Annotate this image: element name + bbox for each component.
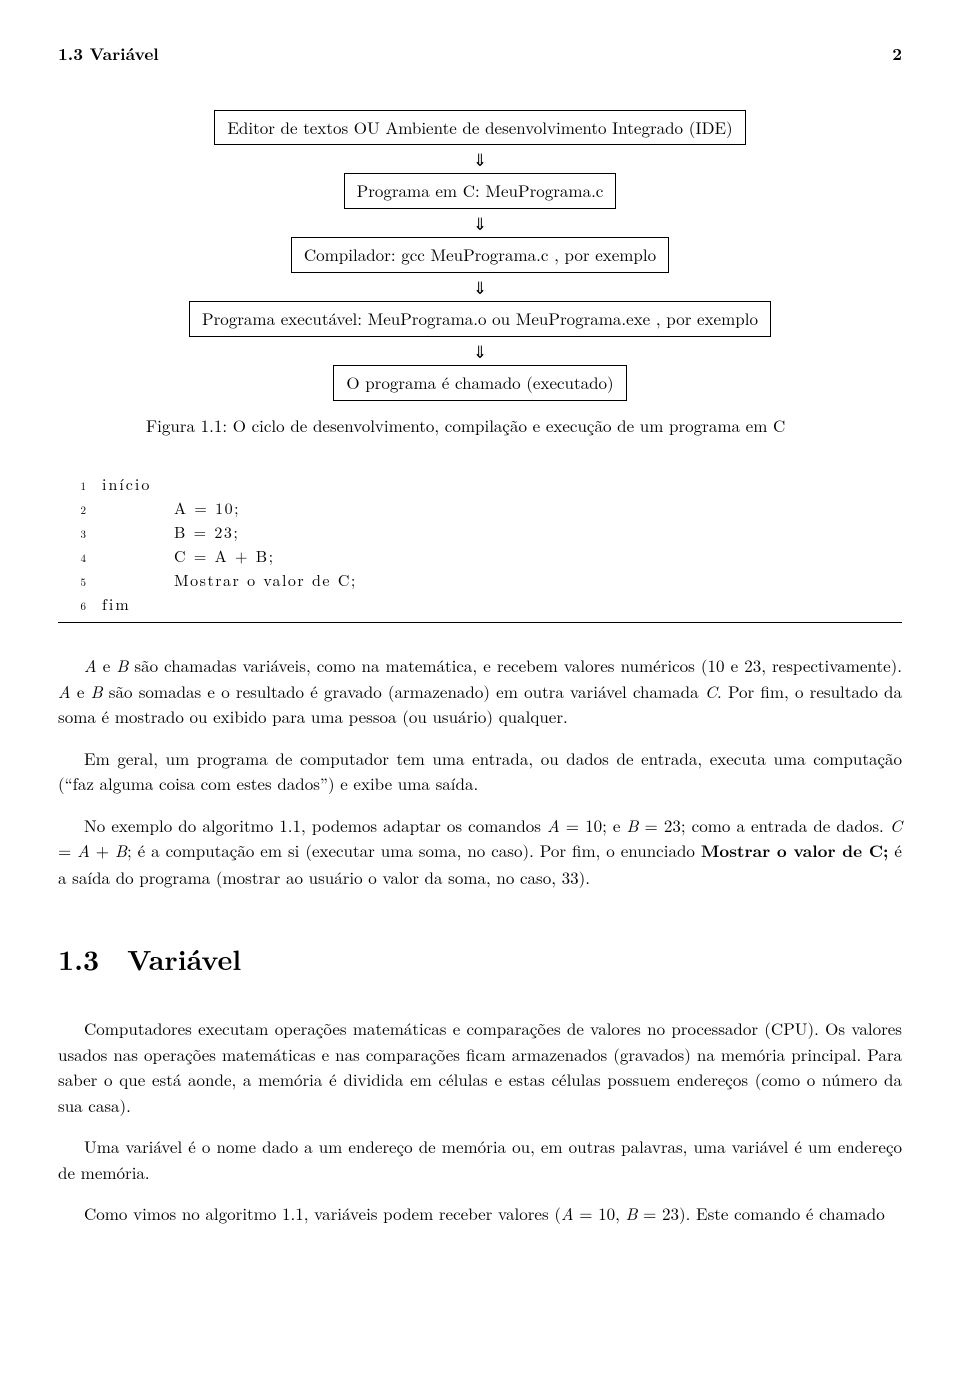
- figure-caption: Figura 1.1: O ciclo de desenvolvimento, …: [146, 413, 902, 439]
- code-line: 5 Mostrar o valor de C;: [58, 568, 902, 592]
- text: = 23). Este comando é chamado: [637, 1201, 884, 1225]
- line-number: 1: [58, 479, 102, 496]
- flow-box-run: O programa é chamado (executado): [333, 365, 626, 401]
- text: =: [58, 838, 77, 862]
- line-number: 2: [58, 503, 102, 520]
- header-page-number: 2: [892, 42, 902, 68]
- paragraph: Uma variável é o nome dado a um endereço…: [58, 1134, 902, 1185]
- paragraph: A e B são chamadas variáveis, como na ma…: [58, 653, 902, 730]
- code-text: Mostrar o valor de C;: [102, 568, 357, 592]
- text: A: [77, 838, 90, 862]
- text: e: [71, 679, 91, 703]
- flow-box-source: Programa em C: MeuPrograma.c: [344, 173, 617, 209]
- code-text: A = 10;: [102, 496, 240, 520]
- text: A: [561, 1201, 574, 1225]
- text: No exemplo do algoritmo 1.1, podemos ada…: [84, 813, 547, 837]
- text: ; é a computação em si (executar uma som…: [127, 838, 701, 862]
- text: Como vimos no algoritmo 1.1, variáveis p…: [84, 1201, 561, 1225]
- flowchart: Editor de textos OU Ambiente de desenvol…: [58, 110, 902, 401]
- text: são chamadas variáveis, como na matemáti…: [128, 653, 902, 677]
- paragraph: Computadores executam operações matemáti…: [58, 1016, 902, 1118]
- code-line: 6 fim: [58, 592, 902, 616]
- text: C: [890, 813, 902, 837]
- flow-arrow: ⇓: [473, 149, 487, 169]
- line-number: 4: [58, 551, 102, 568]
- flow-arrow: ⇓: [473, 213, 487, 233]
- text: B: [627, 813, 639, 837]
- text: A: [84, 653, 97, 677]
- code-text: C = A + B;: [102, 544, 275, 568]
- text: e: [97, 653, 117, 677]
- code-text: fim: [102, 592, 131, 616]
- flow-box-editor: Editor de textos OU Ambiente de desenvol…: [214, 110, 745, 146]
- text: = 10,: [574, 1201, 626, 1225]
- text: são somadas e o resultado é gravado (arm…: [103, 679, 705, 703]
- text: B: [626, 1201, 638, 1225]
- flow-arrow: ⇓: [473, 277, 487, 297]
- paragraph: Em geral, um programa de computador tem …: [58, 746, 902, 797]
- text: A: [547, 813, 560, 837]
- text: C: [705, 679, 717, 703]
- code-separator: [58, 622, 902, 623]
- text: +: [90, 838, 115, 862]
- paragraph: Como vimos no algoritmo 1.1, variáveis p…: [58, 1201, 902, 1227]
- section-heading: 1.3 Variável: [58, 938, 902, 980]
- code-listing: 1 início 2 A = 10; 3 B = 23; 4 C = A + B…: [58, 472, 902, 616]
- line-number: 5: [58, 575, 102, 592]
- flow-box-compiler: Compilador: gcc MeuPrograma.c , por exem…: [291, 237, 669, 273]
- code-line: 4 C = A + B;: [58, 544, 902, 568]
- paragraph: No exemplo do algoritmo 1.1, podemos ada…: [58, 813, 902, 891]
- code-line: 1 início: [58, 472, 902, 496]
- text: B: [116, 653, 128, 677]
- flow-arrow: ⇓: [473, 341, 487, 361]
- code-text: início: [102, 472, 151, 496]
- page-header: 1.3 Variável 2: [58, 42, 902, 68]
- text: A: [58, 679, 71, 703]
- code-line: 3 B = 23;: [58, 520, 902, 544]
- line-number: 3: [58, 527, 102, 544]
- header-section-label: 1.3 Variável: [58, 42, 159, 68]
- text: B: [115, 838, 127, 862]
- line-number: 6: [58, 599, 102, 616]
- text: = 10; e: [560, 813, 627, 837]
- code-line: 2 A = 10;: [58, 496, 902, 520]
- flow-box-executable: Programa executável: MeuPrograma.o ou Me…: [189, 301, 771, 337]
- text: = 23; como a entrada de dados.: [638, 813, 889, 837]
- text-bold: Mostrar o valor de C;: [701, 839, 889, 863]
- text: B: [91, 679, 103, 703]
- code-text: B = 23;: [102, 520, 239, 544]
